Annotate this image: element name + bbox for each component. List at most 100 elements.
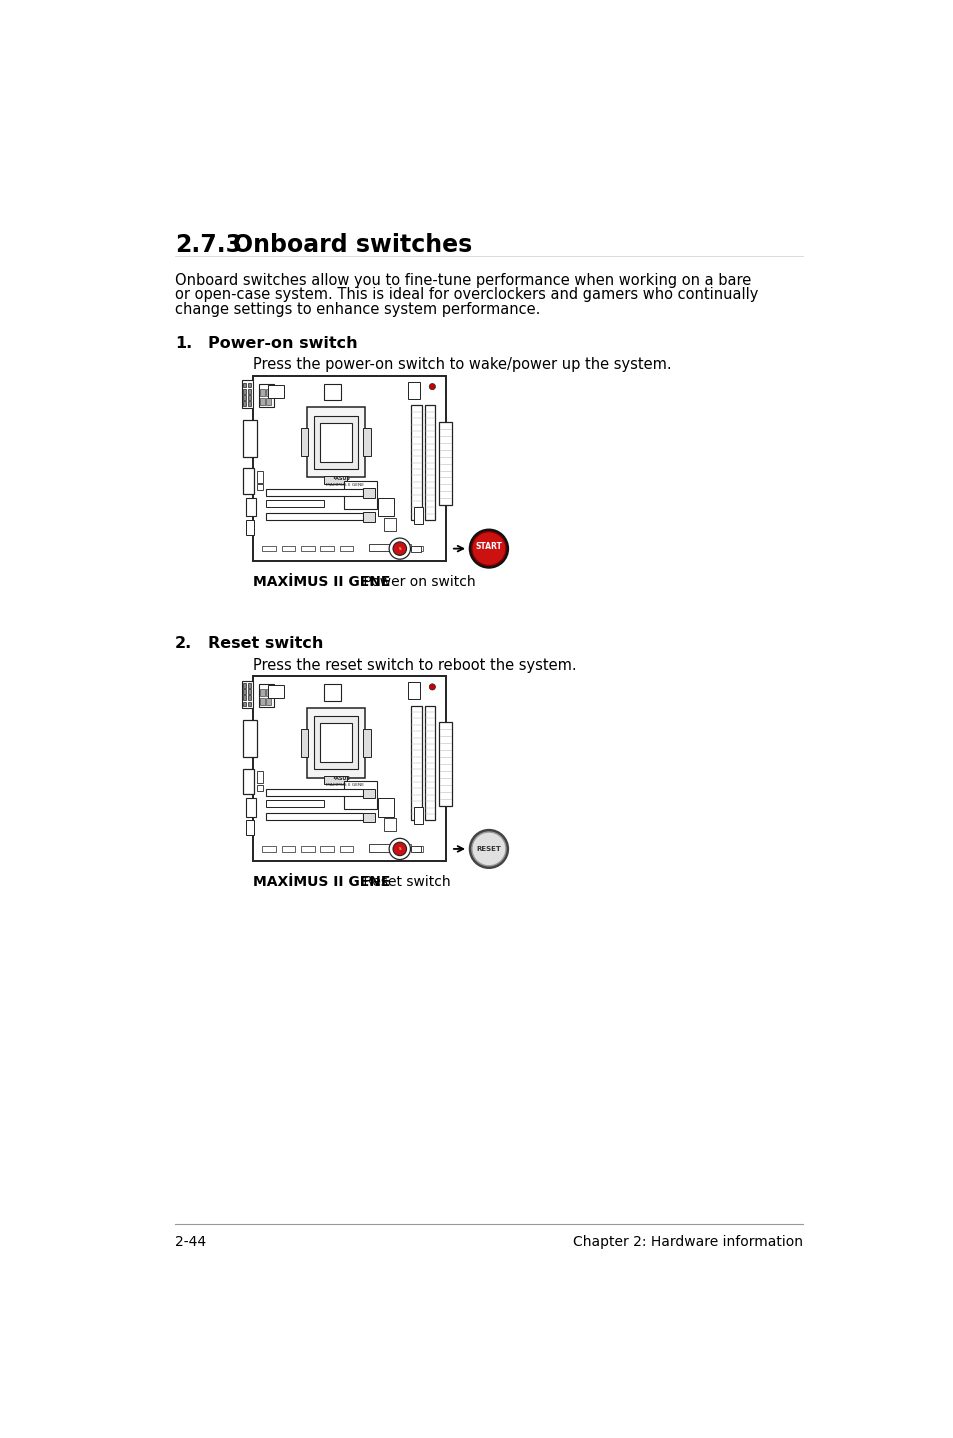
Bar bbox=[266, 489, 362, 496]
Bar bbox=[384, 518, 395, 531]
Bar bbox=[403, 544, 411, 549]
Circle shape bbox=[389, 838, 410, 860]
Bar bbox=[243, 696, 246, 700]
Bar bbox=[438, 722, 452, 805]
Text: Reset switch: Reset switch bbox=[208, 636, 323, 651]
Bar bbox=[248, 702, 251, 706]
Text: MAXİMUS II GENE: MAXİMUS II GENE bbox=[253, 874, 390, 889]
Bar bbox=[266, 789, 362, 797]
Bar bbox=[262, 846, 275, 851]
Bar bbox=[248, 395, 251, 400]
Bar bbox=[414, 807, 422, 824]
Bar bbox=[246, 798, 255, 817]
Bar bbox=[260, 388, 265, 395]
Bar bbox=[314, 716, 357, 769]
Bar bbox=[243, 388, 246, 394]
Bar bbox=[410, 406, 421, 521]
Bar bbox=[248, 388, 251, 394]
Bar bbox=[324, 777, 347, 784]
Text: Power-on switch: Power-on switch bbox=[208, 336, 356, 351]
Text: Power on switch: Power on switch bbox=[359, 575, 476, 588]
Text: 2.: 2. bbox=[174, 636, 193, 651]
Text: S: S bbox=[398, 847, 400, 851]
Bar bbox=[268, 686, 283, 699]
Bar bbox=[410, 706, 421, 820]
Bar bbox=[243, 469, 253, 495]
Bar bbox=[314, 416, 357, 469]
Bar bbox=[363, 429, 371, 456]
Text: •ASUS: •ASUS bbox=[332, 777, 350, 781]
Text: RESET: RESET bbox=[476, 846, 501, 851]
Bar bbox=[241, 680, 253, 709]
Bar bbox=[343, 482, 376, 509]
Text: START: START bbox=[475, 542, 502, 551]
Bar bbox=[243, 420, 257, 457]
Bar bbox=[268, 385, 283, 398]
Circle shape bbox=[429, 384, 435, 390]
Bar bbox=[266, 499, 324, 508]
Bar bbox=[281, 846, 294, 851]
Bar bbox=[300, 729, 308, 756]
Circle shape bbox=[429, 684, 435, 690]
Bar bbox=[281, 546, 294, 551]
Bar bbox=[414, 506, 422, 523]
Bar bbox=[362, 812, 375, 823]
Bar bbox=[301, 546, 314, 551]
Bar bbox=[248, 689, 251, 695]
Bar bbox=[266, 512, 362, 521]
Bar bbox=[362, 788, 375, 798]
Bar bbox=[243, 720, 257, 758]
Bar bbox=[266, 812, 362, 820]
Bar bbox=[266, 699, 271, 706]
Bar bbox=[320, 846, 334, 851]
Bar bbox=[243, 395, 246, 400]
Text: S: S bbox=[398, 546, 400, 551]
Bar bbox=[248, 683, 251, 687]
Bar bbox=[266, 388, 271, 395]
Circle shape bbox=[469, 830, 508, 869]
Bar bbox=[411, 545, 420, 552]
Bar bbox=[262, 546, 275, 551]
Text: MAXIMUS II GENE: MAXIMUS II GENE bbox=[326, 483, 364, 486]
Bar bbox=[241, 381, 253, 408]
Bar bbox=[324, 384, 341, 400]
Bar bbox=[411, 846, 420, 851]
Circle shape bbox=[389, 538, 410, 559]
Bar bbox=[403, 844, 411, 850]
Text: Reset switch: Reset switch bbox=[359, 874, 451, 889]
Bar bbox=[257, 470, 263, 483]
Circle shape bbox=[472, 833, 505, 866]
Bar bbox=[424, 706, 435, 820]
Bar bbox=[378, 498, 394, 516]
Text: Onboard switches: Onboard switches bbox=[233, 233, 472, 256]
Bar bbox=[258, 684, 274, 707]
Bar bbox=[324, 684, 341, 700]
Bar bbox=[248, 401, 251, 406]
Bar bbox=[257, 785, 263, 791]
Bar bbox=[301, 846, 314, 851]
Bar bbox=[319, 423, 352, 462]
Circle shape bbox=[472, 532, 505, 565]
Text: MAXİMUS II GENE: MAXİMUS II GENE bbox=[253, 575, 390, 588]
Text: •ASUS: •ASUS bbox=[332, 476, 350, 482]
Bar bbox=[243, 702, 246, 706]
Bar bbox=[320, 546, 334, 551]
Bar bbox=[246, 820, 253, 835]
Bar bbox=[362, 489, 375, 498]
Bar bbox=[243, 689, 246, 695]
Bar bbox=[243, 683, 246, 687]
Bar bbox=[324, 476, 347, 483]
Bar bbox=[258, 384, 274, 407]
Text: or open-case system. This is ideal for overclockers and gamers who continually: or open-case system. This is ideal for o… bbox=[174, 288, 758, 302]
Bar bbox=[319, 723, 352, 762]
Bar bbox=[246, 498, 255, 516]
Bar bbox=[343, 781, 376, 810]
Bar bbox=[243, 383, 246, 387]
Text: 1.: 1. bbox=[174, 336, 193, 351]
Bar bbox=[438, 421, 452, 505]
Bar bbox=[260, 699, 265, 706]
Bar bbox=[339, 546, 353, 551]
Bar bbox=[253, 375, 446, 561]
Bar bbox=[407, 682, 419, 699]
Bar bbox=[248, 383, 251, 387]
